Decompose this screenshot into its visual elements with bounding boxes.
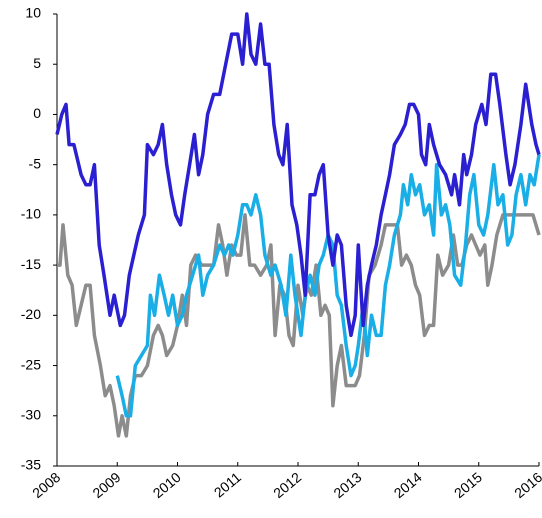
y-tick-label: -35	[21, 457, 41, 473]
y-tick-label: 10	[25, 5, 41, 21]
y-tick-label: -10	[21, 206, 41, 222]
y-tick-label: -15	[21, 256, 41, 272]
x-tick-label: 2014	[391, 469, 425, 501]
series-line	[57, 213, 541, 438]
x-tick-label: 2009	[89, 469, 123, 501]
x-tick-label: 2016	[511, 469, 542, 501]
x-tick-label: 2011	[211, 469, 245, 501]
series-line	[55, 12, 541, 338]
y-tick-label: -20	[21, 306, 41, 322]
x-tick-label: 2008	[29, 469, 63, 501]
x-tick-label: 2012	[270, 469, 304, 501]
y-tick-label: 5	[33, 55, 41, 71]
y-tick-label: 0	[33, 105, 41, 121]
y-tick-label: -5	[29, 155, 42, 171]
x-tick-label: 2010	[150, 469, 184, 501]
x-tick-label: 2015	[451, 469, 485, 501]
y-tick-label: -25	[21, 356, 41, 372]
x-tick-label: 2013	[330, 469, 364, 501]
y-tick-label: -30	[21, 406, 41, 422]
series-line	[115, 154, 541, 418]
